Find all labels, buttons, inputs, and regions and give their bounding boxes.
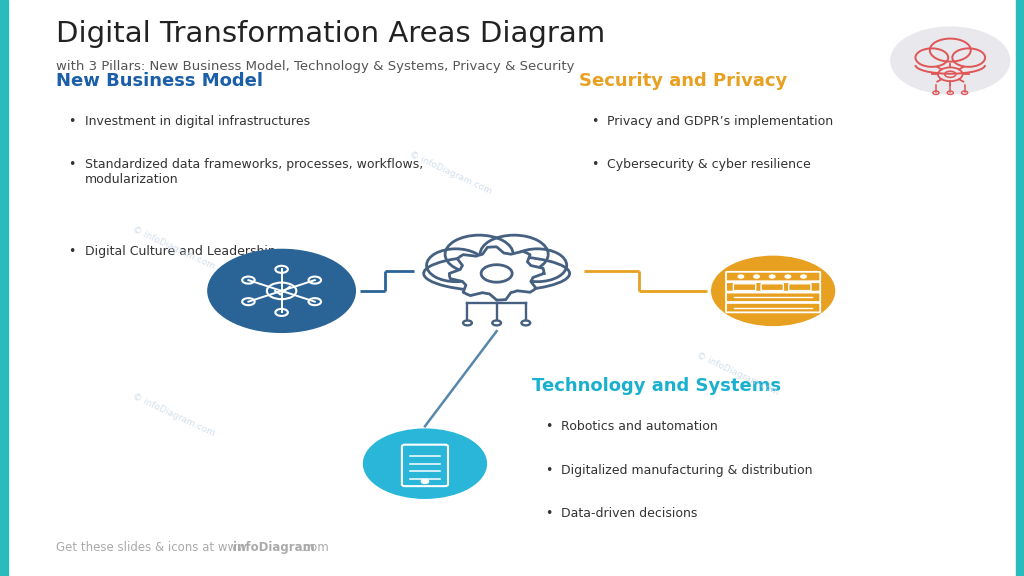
Text: Digitalized manufacturing & distribution: Digitalized manufacturing & distribution [561,464,813,477]
Text: Digital Transformation Areas Diagram: Digital Transformation Areas Diagram [56,20,605,48]
Text: Investment in digital infrastructures: Investment in digital infrastructures [85,115,310,128]
Bar [1016,0,1024,576]
Text: Standardized data frameworks, processes, workflows,
modularization: Standardized data frameworks, processes,… [85,158,423,187]
Text: infoDiagram: infoDiagram [233,541,315,554]
Text: Data-driven decisions: Data-driven decisions [561,507,697,520]
Text: •: • [545,507,552,520]
Circle shape [508,249,566,282]
Text: •: • [591,158,598,172]
Text: Privacy and GDPR’s implementation: Privacy and GDPR’s implementation [607,115,834,128]
Circle shape [445,235,513,274]
Text: © infoDiagram.com: © infoDiagram.com [694,351,780,397]
Text: Get these slides & icons at www.: Get these slides & icons at www. [56,541,250,554]
Text: •: • [69,115,76,128]
Circle shape [480,235,548,274]
Text: Cybersecurity & cyber resilience: Cybersecurity & cyber resilience [607,158,811,172]
Text: •: • [591,115,598,128]
Text: with 3 Pillars: New Business Model, Technology & Systems, Privacy & Security: with 3 Pillars: New Business Model, Tech… [56,60,574,74]
Circle shape [785,275,791,278]
Circle shape [427,249,485,282]
Circle shape [754,275,760,278]
Circle shape [738,275,743,278]
Circle shape [891,27,1010,94]
Circle shape [421,479,429,483]
Text: Technology and Systems: Technology and Systems [532,377,781,395]
Circle shape [769,275,775,278]
Text: •: • [69,245,76,258]
Polygon shape [450,247,544,300]
Ellipse shape [424,256,569,291]
Text: .com: .com [301,541,330,554]
Bar [0,0,8,576]
Text: © infoDiagram.com: © infoDiagram.com [131,225,217,271]
Text: •: • [545,464,552,477]
Circle shape [481,265,512,282]
Text: Digital Culture and Leadership: Digital Culture and Leadership [85,245,275,258]
Text: Security and Privacy: Security and Privacy [579,72,786,90]
Text: Robotics and automation: Robotics and automation [561,420,718,434]
Circle shape [801,275,806,278]
Text: •: • [69,158,76,172]
Circle shape [364,429,486,498]
Circle shape [208,249,355,332]
Text: © infoDiagram.com: © infoDiagram.com [131,392,217,438]
Text: © infoDiagram.com: © infoDiagram.com [408,150,494,196]
Circle shape [712,256,835,325]
Text: •: • [545,420,552,434]
Text: New Business Model: New Business Model [56,72,263,90]
